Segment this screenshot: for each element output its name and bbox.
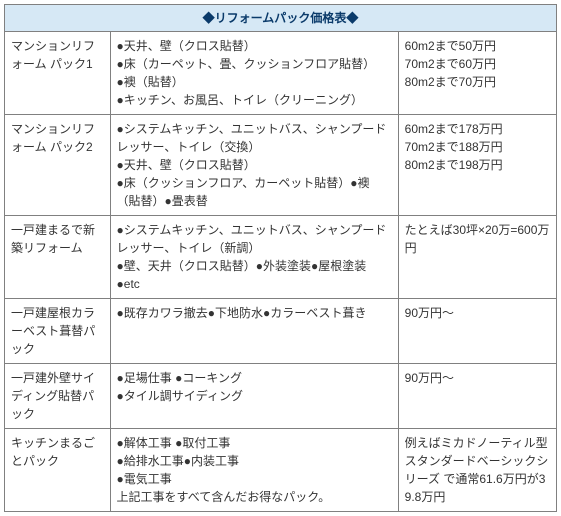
row-desc: ●既存カワラ撤去●下地防水●カラーベスト葺き [110,299,398,364]
row-price: たとえば30坪×20万=600万円 [398,216,556,299]
row-desc: ●天井、壁（クロス貼替）●床（カーペット、畳、クッションフロア貼替）●襖（貼替）… [110,32,398,115]
row-price: 例えばミカドノーティル型スタンダードベーシックシリーズ で通常61.6万円が39… [398,429,556,512]
row-price: 90万円～ [398,364,556,429]
table-header: ◆リフォームパック価格表◆ [5,5,557,32]
table-row: キッチンまるごとパック●解体工事 ●取付工事●給排水工事●内装工事●電気工事上記… [5,429,557,512]
row-name: マンションリフォーム パック2 [5,115,111,216]
row-name: 一戸建外壁サイディング貼替パック [5,364,111,429]
row-price: 60m2まで178万円70m2まで188万円80m2まで198万円 [398,115,556,216]
row-name: マンションリフォーム パック1 [5,32,111,115]
row-name: 一戸建屋根カラーベスト葺替パック [5,299,111,364]
table-row: マンションリフォーム パック1●天井、壁（クロス貼替）●床（カーペット、畳、クッ… [5,32,557,115]
row-name: キッチンまるごとパック [5,429,111,512]
row-desc: ●足場仕事 ●コーキング●タイル調サイディング [110,364,398,429]
reform-price-table: ◆リフォームパック価格表◆ マンションリフォーム パック1●天井、壁（クロス貼替… [4,4,557,512]
row-desc: ●システムキッチン、ユニットバス、シャンプードレッサー、トイレ（交換）●天井、壁… [110,115,398,216]
row-price: 90万円～ [398,299,556,364]
row-desc: ●解体工事 ●取付工事●給排水工事●内装工事●電気工事上記工事をすべて含んだお得… [110,429,398,512]
row-name: 一戸建まるで新築リフォーム [5,216,111,299]
table-row: 一戸建外壁サイディング貼替パック●足場仕事 ●コーキング●タイル調サイディング9… [5,364,557,429]
table-row: 一戸建屋根カラーベスト葺替パック●既存カワラ撤去●下地防水●カラーベスト葺き90… [5,299,557,364]
table-row: 一戸建まるで新築リフォーム●システムキッチン、ユニットバス、シャンプードレッサー… [5,216,557,299]
row-desc: ●システムキッチン、ユニットバス、シャンプードレッサー、トイレ（新調）●壁、天井… [110,216,398,299]
row-price: 60m2まで50万円70m2まで60万円80m2まで70万円 [398,32,556,115]
table-row: マンションリフォーム パック2●システムキッチン、ユニットバス、シャンプードレッ… [5,115,557,216]
